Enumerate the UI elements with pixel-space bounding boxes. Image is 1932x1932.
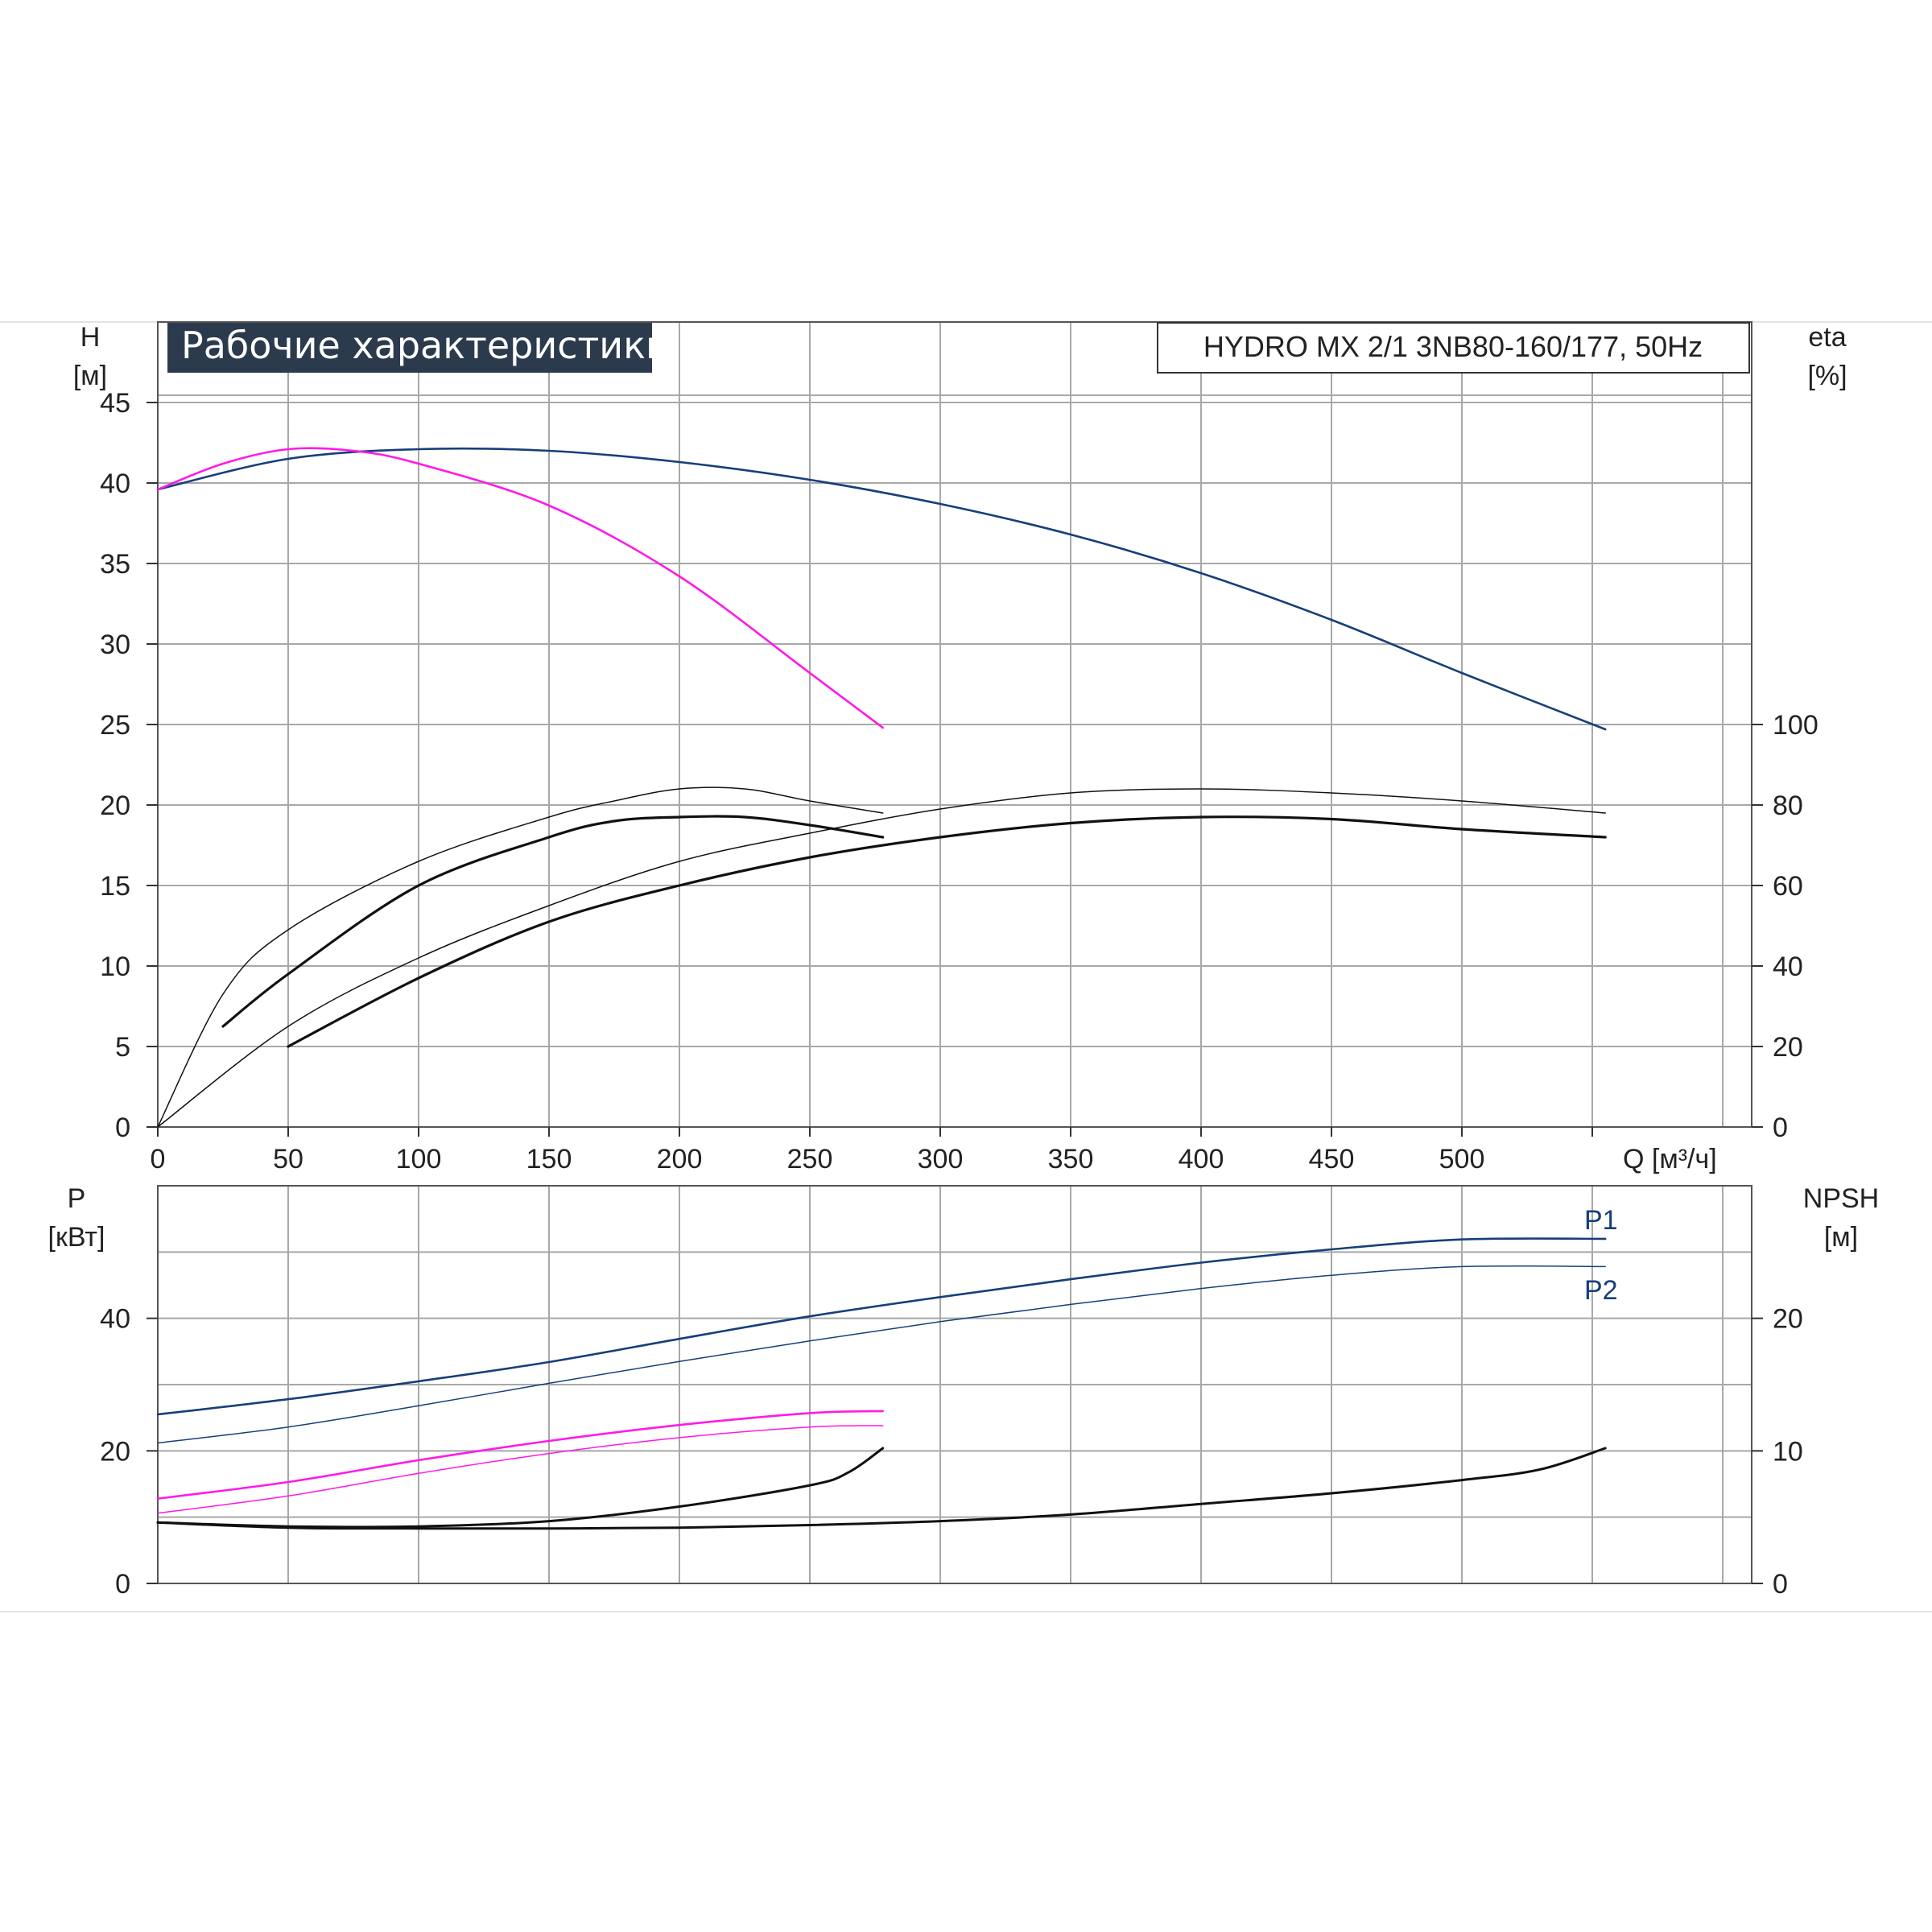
p1-series-label: P1 [1584, 1205, 1618, 1236]
top-eta-curve-3 [221, 815, 885, 1028]
p2-series-label: P2 [1584, 1275, 1618, 1306]
chart-title: Рабочие характеристики [181, 324, 670, 367]
p-axis-unit: [кВт] [48, 1222, 105, 1253]
p-tick-label: 0 [115, 1569, 130, 1600]
top-eta-curve-2 [157, 786, 884, 1128]
top-h-curve-1 [156, 447, 884, 729]
h-tick-label: 5 [115, 1032, 130, 1063]
q-tick-label: 250 [787, 1144, 833, 1174]
model-label: HYDRO MX 2/1 3NB80-160/177, 50Hz [1203, 330, 1703, 363]
q-tick-label: 300 [918, 1144, 964, 1174]
bottom-p-curve-3 [157, 1425, 884, 1514]
npsh-tick-label: 20 [1773, 1304, 1803, 1335]
p-axis-label: P [68, 1183, 86, 1214]
q-tick-label: 0 [151, 1144, 166, 1174]
q-tick-label: 450 [1309, 1144, 1355, 1174]
eta-axis-unit: [%] [1807, 361, 1847, 391]
eta-tick-label: 100 [1773, 710, 1818, 741]
top-eta-curve-5 [287, 815, 1607, 1048]
p-tick-label: 40 [100, 1304, 130, 1335]
h-tick-label: 25 [100, 710, 130, 741]
model-label-box [1157, 322, 1750, 374]
q-axis-label: Q [м³/ч] [1623, 1144, 1717, 1174]
h-axis-label: H [80, 322, 101, 353]
eta-tick-label: 0 [1773, 1113, 1788, 1143]
q-tick-label: 200 [657, 1144, 703, 1174]
chart-title-box [167, 323, 652, 373]
q-tick-label: 400 [1179, 1144, 1224, 1174]
npsh-axis-unit: [м] [1824, 1222, 1858, 1253]
bottom-p-curve-2 [156, 1410, 884, 1500]
eta-tick-label: 20 [1773, 1032, 1803, 1063]
h-tick-label: 0 [115, 1113, 130, 1143]
h-tick-label: 30 [100, 630, 130, 660]
bottom-panel-grid [158, 1186, 1752, 1583]
bottom-npsh-curve-5 [156, 1447, 1607, 1530]
npsh-axis-label: NPSH [1803, 1183, 1879, 1214]
npsh-tick-label: 10 [1773, 1436, 1803, 1467]
q-tick-label: 150 [526, 1144, 572, 1174]
bottom-panel-series [156, 1237, 1607, 1530]
q-tick-label: 500 [1439, 1144, 1485, 1174]
top-panel-grid [158, 322, 1752, 1127]
h-tick-label: 40 [100, 469, 130, 499]
bottom-panel-frame [157, 1185, 1752, 1584]
bottom-npsh-curve-4 [156, 1447, 885, 1529]
top-h-curve-0 [156, 447, 1607, 731]
eta-tick-label: 60 [1773, 871, 1803, 902]
h-tick-label: 10 [100, 952, 130, 982]
h-axis-unit: [м] [73, 361, 107, 391]
h-tick-label: 35 [100, 549, 130, 580]
bottom-p-curve-1 [157, 1265, 1606, 1444]
npsh-tick-label: 0 [1773, 1569, 1788, 1600]
eta-tick-label: 40 [1773, 952, 1803, 982]
eta-axis-label: eta [1808, 322, 1846, 353]
q-tick-label: 350 [1048, 1144, 1094, 1174]
h-tick-label: 15 [100, 871, 130, 902]
h-tick-label: 45 [100, 388, 130, 419]
top-panel-series [156, 447, 1607, 1128]
top-eta-curve-4 [157, 788, 1606, 1128]
q-tick-label: 50 [273, 1144, 303, 1174]
p-tick-label: 20 [100, 1436, 130, 1467]
h-tick-label: 20 [100, 791, 130, 821]
q-tick-label: 100 [396, 1144, 442, 1174]
eta-tick-label: 80 [1773, 791, 1803, 821]
bottom-panel-ticks: 0 20 40 0 10 20 [100, 1304, 1803, 1600]
bottom-p-curve-0 [156, 1237, 1607, 1416]
